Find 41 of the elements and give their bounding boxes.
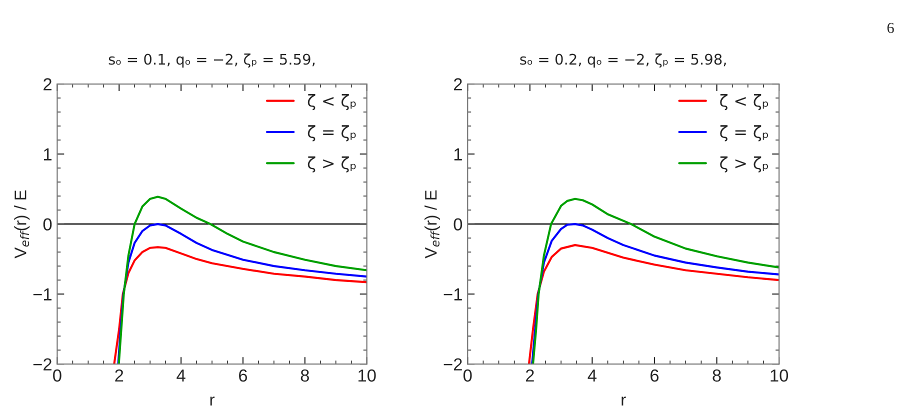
y-tick-label: 0 (454, 218, 462, 231)
y-tick-label: −1 (33, 288, 52, 300)
x-tick-label: 10 (770, 369, 788, 382)
chart-title: sₒ = 0.2, qₒ = −2, ζₚ = 5.98, (520, 53, 726, 68)
x-tick-label: 10 (358, 369, 376, 382)
y-tick-label: 0 (43, 218, 52, 231)
x-tick-label: 4 (588, 370, 597, 382)
legend-label: ζ = ζₚ (720, 125, 768, 142)
x-tick-label: 0 (463, 369, 472, 382)
y-tick-label: 2 (454, 78, 462, 90)
x-tick-label: 0 (53, 369, 62, 382)
y-tick-label: 1 (454, 148, 462, 160)
y-axis-title: V$_{eff}$(r) / E (424, 190, 440, 258)
line-series (532, 198, 780, 364)
legend-label: ζ > ζₚ (308, 156, 356, 173)
legend-label: ζ > ζₚ (720, 156, 768, 173)
line-series (117, 223, 367, 364)
legend-label: ζ = ζₚ (308, 125, 356, 142)
text: 6 (887, 22, 894, 34)
line-series (113, 246, 367, 364)
x-tick-label: 2 (115, 369, 124, 382)
x-tick-label: 4 (176, 370, 186, 382)
line-series (528, 244, 780, 364)
y-tick-label: −2 (444, 358, 462, 370)
line-series (118, 196, 367, 364)
legend-label: ζ < ζₚ (720, 94, 768, 110)
x-axis-title: r (210, 396, 215, 406)
x-tick-label: 6 (239, 369, 248, 382)
x-tick-label: 8 (712, 369, 721, 382)
line-series (531, 223, 780, 364)
y-tick-label: 1 (44, 148, 52, 160)
legend-label: ζ < ζₚ (308, 94, 356, 110)
x-tick-label: 2 (526, 369, 534, 382)
y-tick-label: 2 (44, 78, 52, 90)
x-tick-label: 8 (300, 369, 309, 382)
x-tick-label: 6 (650, 369, 659, 382)
y-tick-label: −1 (444, 288, 462, 300)
y-tick-label: −2 (33, 358, 52, 370)
chart-title: sₒ = 0.1, qₒ = −2, ζₚ = 5.59, (108, 53, 315, 68)
y-axis-title: V$_{eff}$(r) / E (14, 190, 30, 258)
x-axis-title: r (622, 396, 626, 406)
